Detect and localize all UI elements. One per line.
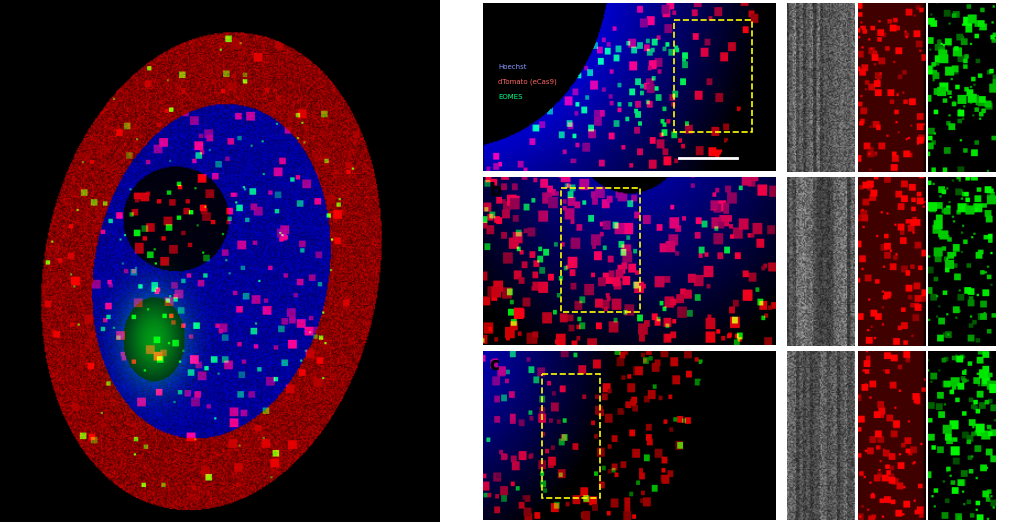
Text: dTomato (eCas9): dTomato (eCas9) (498, 79, 557, 85)
Text: EOMES: EOMES (498, 94, 522, 100)
Text: a: a (489, 8, 501, 26)
Text: c: c (489, 356, 499, 374)
Bar (542, 374, 600, 498)
Text: Hoechst: Hoechst (498, 64, 526, 70)
Text: Control: Control (467, 70, 477, 105)
Text: KMT2C: KMT2C (467, 245, 477, 278)
Text: PHF3: PHF3 (467, 423, 477, 448)
Text: b: b (489, 182, 501, 200)
Text: a: a (489, 8, 501, 26)
Text: c: c (489, 356, 499, 374)
Bar (674, 19, 752, 132)
Bar (561, 188, 640, 312)
Text: b: b (489, 182, 501, 200)
